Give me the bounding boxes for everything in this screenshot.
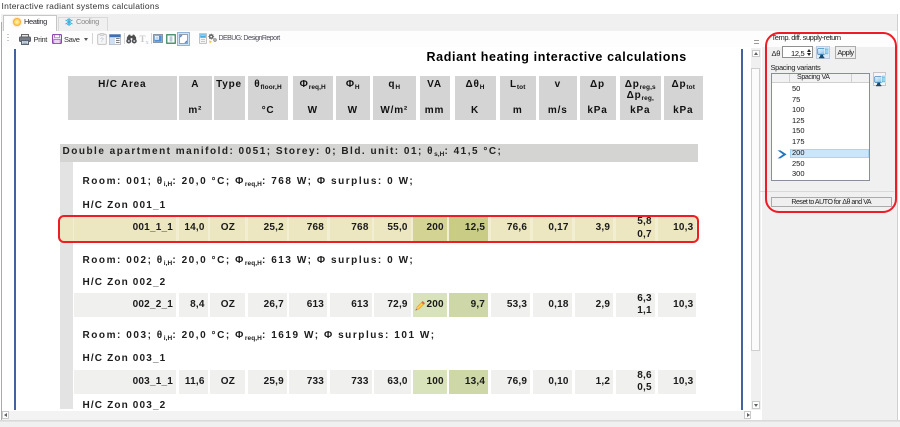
svg-text:?: ? xyxy=(100,37,104,44)
